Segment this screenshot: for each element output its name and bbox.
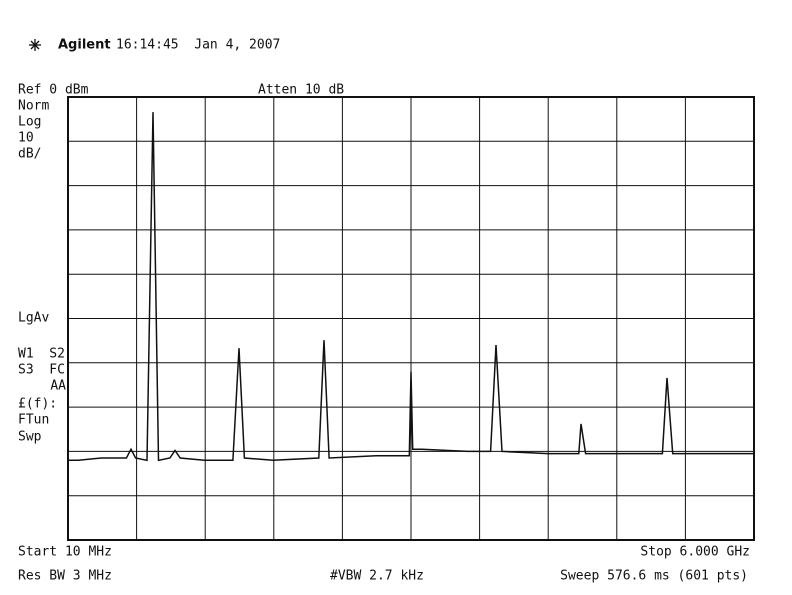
side-label: LgAv — [18, 311, 49, 326]
side-label: £(f): — [18, 397, 57, 412]
ref-level: Ref 0 dBm — [18, 83, 89, 98]
side-label: AA — [50, 379, 66, 394]
timestamp: 16:14:45 Jan 4, 2007 — [116, 38, 280, 53]
stop-freq: Stop 6.000 GHz — [640, 545, 750, 560]
side-label: Norm — [18, 99, 49, 114]
vbw: #VBW 2.7 kHz — [330, 569, 424, 584]
start-freq: Start 10 MHz — [18, 545, 112, 560]
plot-frame — [67, 96, 755, 541]
rbw: Res BW 3 MHz — [18, 569, 112, 584]
logo-icon — [29, 39, 41, 51]
side-label: S3 FC — [18, 363, 65, 378]
side-label: Swp — [18, 430, 42, 445]
brand: Agilent — [58, 38, 111, 53]
side-label: W1 S2 — [18, 347, 65, 362]
trace — [68, 112, 754, 462]
attenuation: Atten 10 dB — [258, 83, 344, 98]
side-label: Log — [18, 115, 41, 130]
side-label: FTun — [18, 413, 49, 428]
sweep: Sweep 576.6 ms (601 pts) — [560, 569, 748, 584]
side-label: 10 — [18, 131, 34, 146]
side-label: dB/ — [18, 147, 41, 162]
